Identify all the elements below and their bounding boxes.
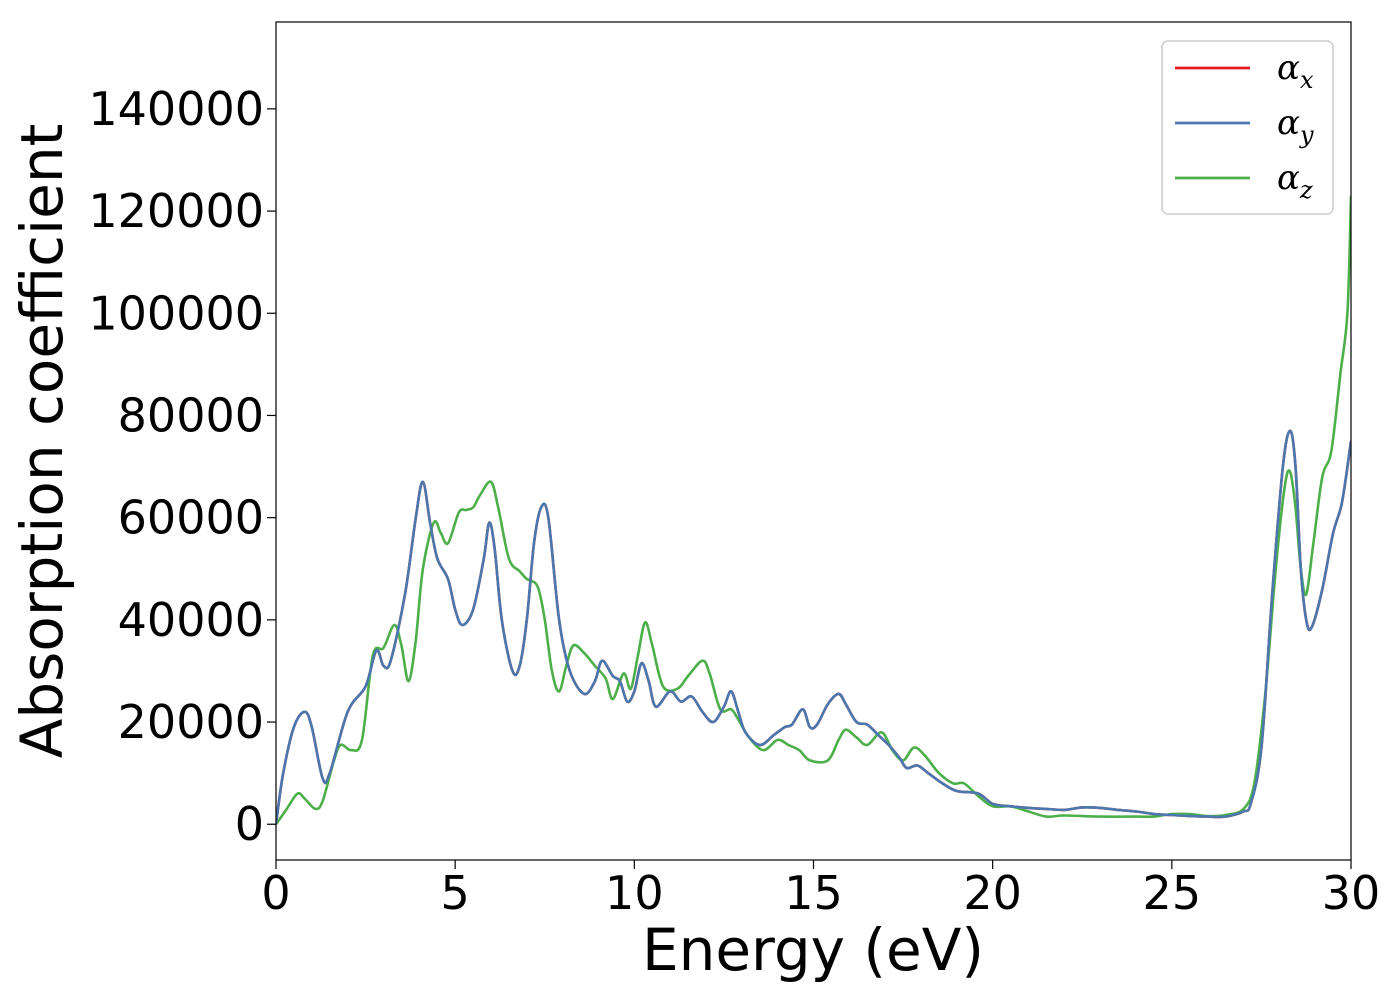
y-tick-label: 60000	[118, 491, 264, 545]
y-axis-ticks: 0 20000 40000 60000 80000 100000 120000 140000	[88, 82, 276, 851]
x-tick-label: 30	[1322, 866, 1381, 920]
x-tick-label: 5	[441, 866, 470, 920]
x-tick-label: 0	[261, 866, 290, 920]
plot-area	[276, 195, 1351, 825]
series-line-y	[276, 429, 1351, 825]
x-tick-label: 25	[1143, 866, 1202, 920]
x-axis-ticks: 0 5 10 15 20 25 30	[261, 860, 1380, 920]
series-line-x	[276, 429, 1351, 825]
series-lines	[276, 195, 1351, 825]
y-tick-label: 80000	[118, 388, 264, 442]
series-line-z	[276, 195, 1351, 825]
legend-box	[1161, 40, 1334, 215]
y-tick-label: 0	[235, 797, 264, 851]
x-tick-label: 10	[605, 866, 664, 920]
x-axis-title: Energy (eV)	[642, 916, 984, 984]
y-tick-label: 120000	[88, 184, 264, 238]
y-tick-label: 40000	[118, 593, 264, 647]
y-tick-label: 140000	[88, 82, 264, 136]
y-axis-title: Absorption coefficient	[8, 124, 76, 759]
y-tick-label: 100000	[88, 286, 264, 340]
legend-subscript-y: y	[1299, 121, 1314, 149]
x-tick-label: 20	[963, 866, 1022, 920]
legend-label-x: αx	[1277, 48, 1314, 94]
legend-subscript-x: x	[1300, 66, 1314, 94]
x-tick-label: 15	[784, 866, 843, 920]
y-tick-label: 20000	[118, 695, 264, 749]
legend-subscript-z: z	[1299, 176, 1313, 204]
legend-label-y: αy	[1277, 103, 1314, 149]
